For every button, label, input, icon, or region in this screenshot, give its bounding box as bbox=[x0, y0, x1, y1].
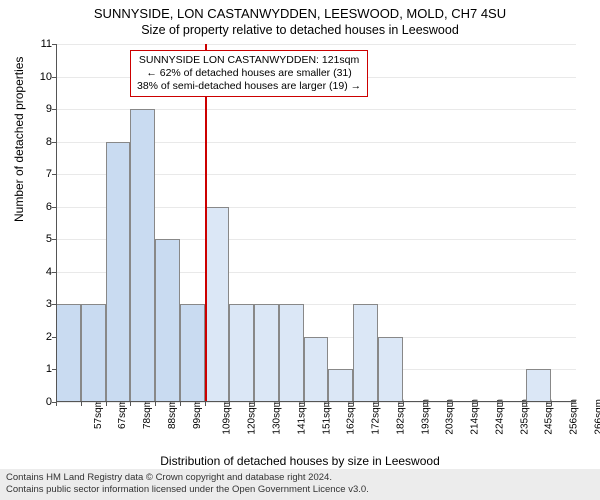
x-tick-label: 203sqm bbox=[445, 399, 456, 435]
y-tick-label: 7 bbox=[30, 168, 52, 180]
x-tick-label: 99sqm bbox=[192, 399, 203, 429]
chart-subtitle: Size of property relative to detached ho… bbox=[0, 21, 600, 37]
chart-container: SUNNYSIDE, LON CASTANWYDDEN, LEESWOOD, M… bbox=[0, 0, 600, 500]
histogram-bar bbox=[378, 337, 403, 402]
x-tick-mark bbox=[229, 402, 230, 406]
footer-line-2: Contains public sector information licen… bbox=[6, 484, 594, 496]
chart-title: SUNNYSIDE, LON CASTANWYDDEN, LEESWOOD, M… bbox=[0, 0, 600, 21]
histogram-bar bbox=[155, 239, 180, 402]
x-axis-label: Distribution of detached houses by size … bbox=[0, 454, 600, 468]
x-tick-mark bbox=[403, 402, 404, 406]
x-tick-label: 193sqm bbox=[420, 399, 431, 435]
x-tick-label: 78sqm bbox=[142, 399, 153, 429]
x-tick-label: 266sqm bbox=[593, 399, 600, 435]
y-axis-label: Number of detached properties bbox=[12, 57, 26, 222]
gridline bbox=[56, 44, 576, 45]
x-tick-mark bbox=[106, 402, 107, 406]
x-tick-mark bbox=[279, 402, 280, 406]
x-tick-mark bbox=[502, 402, 503, 406]
x-tick-mark bbox=[477, 402, 478, 406]
histogram-bar bbox=[130, 109, 155, 402]
x-tick-mark bbox=[526, 402, 527, 406]
x-tick-label: 109sqm bbox=[222, 399, 233, 435]
histogram-bar bbox=[56, 304, 81, 402]
x-tick-label: 151sqm bbox=[321, 399, 332, 435]
plot-area: 0123456789101157sqm67sqm78sqm88sqm99sqm1… bbox=[56, 44, 576, 402]
x-tick-mark bbox=[254, 402, 255, 406]
y-tick-label: 8 bbox=[30, 136, 52, 148]
y-tick-label: 5 bbox=[30, 233, 52, 245]
histogram-bar bbox=[304, 337, 329, 402]
histogram-bar bbox=[180, 304, 205, 402]
x-tick-mark bbox=[353, 402, 354, 406]
x-tick-mark bbox=[427, 402, 428, 406]
footer-attribution: Contains HM Land Registry data © Crown c… bbox=[0, 469, 600, 500]
annotation-box: SUNNYSIDE LON CASTANWYDDEN: 121sqm← 62% … bbox=[130, 50, 368, 97]
footer-line-1: Contains HM Land Registry data © Crown c… bbox=[6, 472, 594, 484]
x-tick-mark bbox=[180, 402, 181, 406]
x-tick-mark bbox=[81, 402, 82, 406]
histogram-bar bbox=[205, 207, 230, 402]
x-tick-label: 172sqm bbox=[371, 399, 382, 435]
x-axis-line bbox=[56, 401, 576, 402]
subject-marker-line bbox=[205, 44, 207, 402]
x-tick-label: 67sqm bbox=[117, 399, 128, 429]
x-tick-label: 214sqm bbox=[470, 399, 481, 435]
y-tick-label: 11 bbox=[30, 38, 52, 50]
x-tick-label: 57sqm bbox=[93, 399, 104, 429]
histogram-bar bbox=[526, 369, 551, 402]
histogram-bar bbox=[81, 304, 106, 402]
annotation-line: 38% of semi-detached houses are larger (… bbox=[137, 80, 361, 93]
histogram-bar bbox=[279, 304, 304, 402]
histogram-bar bbox=[229, 304, 254, 402]
y-tick-label: 10 bbox=[30, 71, 52, 83]
x-tick-mark bbox=[130, 402, 131, 406]
x-tick-label: 130sqm bbox=[272, 399, 283, 435]
y-tick-label: 9 bbox=[30, 103, 52, 115]
histogram-bar bbox=[106, 142, 131, 402]
y-tick-label: 4 bbox=[30, 266, 52, 278]
x-tick-mark bbox=[328, 402, 329, 406]
y-axis-line bbox=[56, 44, 57, 402]
x-tick-mark bbox=[205, 402, 206, 406]
x-tick-label: 162sqm bbox=[346, 399, 357, 435]
histogram-bar bbox=[254, 304, 279, 402]
x-tick-label: 88sqm bbox=[167, 399, 178, 429]
x-tick-mark bbox=[304, 402, 305, 406]
x-tick-label: 141sqm bbox=[296, 399, 307, 435]
annotation-line: SUNNYSIDE LON CASTANWYDDEN: 121sqm bbox=[137, 54, 361, 67]
x-tick-label: 235sqm bbox=[519, 399, 530, 435]
x-tick-label: 245sqm bbox=[544, 399, 555, 435]
annotation-line: ← 62% of detached houses are smaller (31… bbox=[137, 67, 361, 80]
x-tick-label: 256sqm bbox=[569, 399, 580, 435]
histogram-bar bbox=[353, 304, 378, 402]
x-tick-mark bbox=[378, 402, 379, 406]
histogram-bar bbox=[328, 369, 353, 402]
y-tick-label: 3 bbox=[30, 298, 52, 310]
y-tick-label: 1 bbox=[30, 363, 52, 375]
y-tick-label: 6 bbox=[30, 201, 52, 213]
x-tick-label: 120sqm bbox=[247, 399, 258, 435]
x-tick-mark bbox=[56, 402, 57, 406]
x-tick-mark bbox=[155, 402, 156, 406]
x-tick-mark bbox=[551, 402, 552, 406]
x-tick-mark bbox=[452, 402, 453, 406]
y-tick-label: 0 bbox=[30, 396, 52, 408]
x-tick-label: 182sqm bbox=[395, 399, 406, 435]
x-tick-label: 224sqm bbox=[494, 399, 505, 435]
y-tick-label: 2 bbox=[30, 331, 52, 343]
